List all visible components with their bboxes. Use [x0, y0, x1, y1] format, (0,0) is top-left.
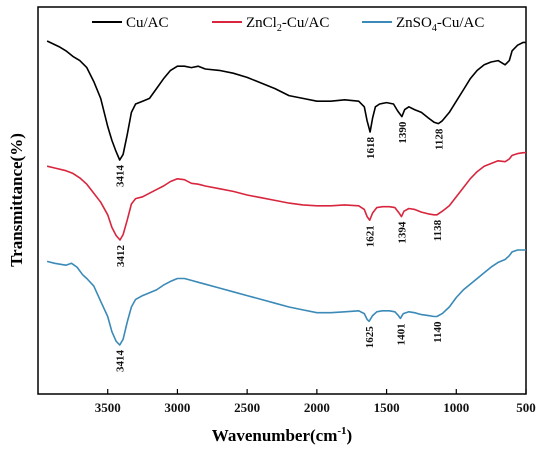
- series-line-1: [46, 40, 526, 161]
- y-axis-title: Transmittance(%): [7, 133, 26, 267]
- series-line-2: [46, 151, 526, 241]
- peak-label: 1394: [396, 221, 408, 244]
- series-line-3: [46, 249, 526, 346]
- peak-label: 1128: [433, 128, 445, 150]
- plot-frame: [37, 6, 527, 395]
- x-axis-title-sup: -1: [337, 425, 346, 437]
- legend-label-2: ZnCl2-Cu/AC: [246, 15, 329, 34]
- x-axis-title-main: Wavenumber(cm: [212, 426, 338, 445]
- legend-label-3: ZnSO4-Cu/AC: [396, 15, 484, 34]
- peak-label: 1625: [364, 326, 376, 349]
- legend-label-1: Cu/AC: [126, 15, 169, 31]
- x-tick-label: 2000: [304, 400, 330, 415]
- peak-label: 3414: [115, 350, 127, 373]
- peak-labels: 3414 1618 1390 1128 3412 1621 1394 1138 3414 1625…: [115, 121, 446, 372]
- peak-label: 1390: [397, 121, 409, 144]
- legend: Cu/AC ZnCl2-Cu/AC ZnSO4-Cu/AC: [92, 15, 484, 34]
- x-axis-ticks: 3500 3000 2500 2000 1500 1000 500: [95, 389, 536, 415]
- x-tick-label: 3000: [164, 400, 190, 415]
- peak-label: 1618: [365, 137, 377, 160]
- x-tick-label: 500: [516, 400, 536, 415]
- x-tick-label: 1000: [443, 400, 469, 415]
- x-axis-title-end: ): [347, 426, 353, 445]
- x-tick-label: 2500: [234, 400, 260, 415]
- peak-label: 3414: [115, 165, 127, 188]
- series-layer: [46, 40, 526, 346]
- peak-label: 1140: [432, 321, 444, 343]
- x-axis-title: Wavenumber(cm-1): [212, 425, 352, 445]
- x-tick-label: 3500: [95, 400, 121, 415]
- peak-label: 1621: [365, 225, 377, 247]
- peak-label: 1401: [395, 323, 407, 345]
- peak-label: 3412: [115, 245, 127, 268]
- peak-label: 1138: [432, 219, 444, 241]
- x-tick-label: 1500: [374, 400, 400, 415]
